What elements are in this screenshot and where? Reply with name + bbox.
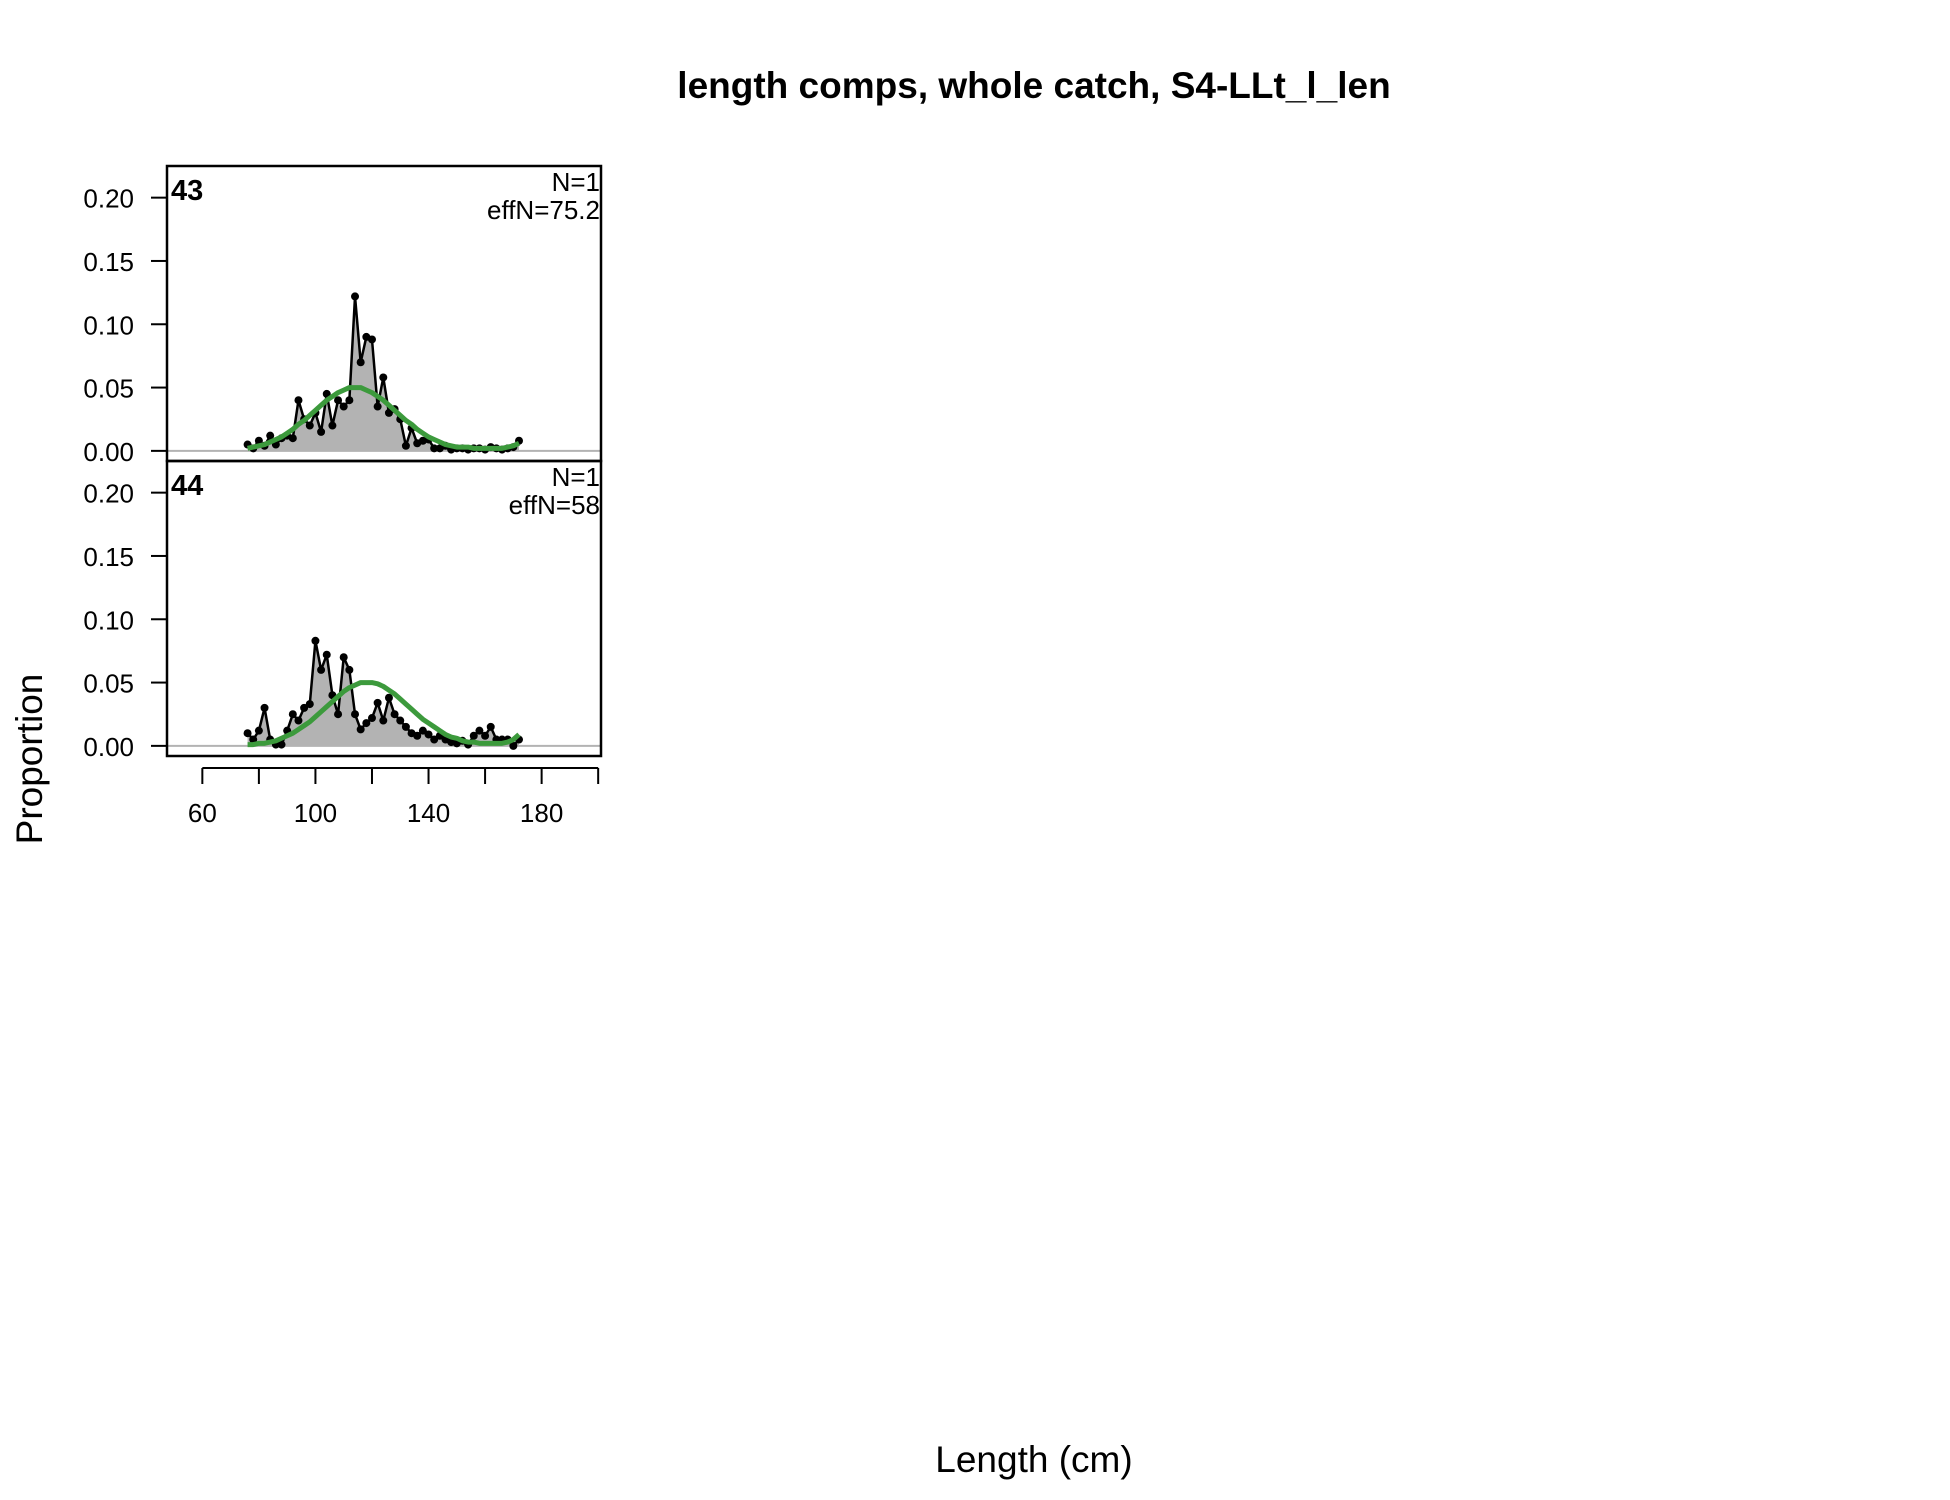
observed-point	[390, 710, 399, 719]
observed-point	[317, 665, 326, 674]
observed-point	[288, 434, 297, 443]
observed-point	[351, 292, 360, 301]
panel-label: 44	[171, 470, 203, 502]
observed-point	[317, 427, 326, 436]
observed-point	[469, 731, 478, 740]
y-tick-label: 0.10	[83, 310, 134, 340]
observed-point	[401, 722, 410, 731]
panel-frame	[165, 459, 603, 758]
annotation: N=1	[552, 167, 600, 197]
x-tick-label: 140	[407, 798, 450, 828]
observed-point	[288, 710, 297, 719]
y-tick-label: 0.20	[83, 479, 134, 509]
x-tick-label: 180	[520, 798, 563, 828]
annotation: N=1	[552, 462, 600, 492]
y-tick-label: 0.20	[83, 184, 134, 214]
observed-point	[424, 730, 433, 739]
observed-point	[396, 716, 405, 725]
observed-point	[384, 408, 393, 417]
observed-point	[379, 716, 388, 725]
annotation: effN=75.2	[487, 195, 600, 225]
observed-point	[356, 358, 365, 367]
observed-point	[254, 436, 263, 445]
observed-point	[339, 653, 348, 662]
observed-point	[362, 719, 371, 728]
observed-point	[305, 421, 314, 430]
observed-point	[294, 716, 303, 725]
expected-line	[247, 385, 521, 451]
observed-point	[334, 396, 343, 405]
observed-point	[373, 402, 382, 411]
panel-label: 43	[171, 175, 203, 207]
observed-point	[305, 700, 314, 709]
observed-point	[509, 741, 518, 750]
x-tick-label: 60	[188, 798, 217, 828]
observed-point	[356, 725, 365, 734]
x-tick-label: 100	[294, 798, 337, 828]
observed-point	[481, 731, 490, 740]
observed-point	[413, 731, 422, 740]
y-axis-label: Proportion	[9, 674, 50, 845]
y-tick-label: 0.15	[83, 542, 134, 572]
y-tick-label: 0.00	[83, 437, 134, 467]
observed-point	[260, 703, 269, 712]
observed-point	[294, 396, 303, 405]
observed-point	[373, 698, 382, 707]
observed-point	[418, 726, 427, 735]
observed-point	[254, 726, 263, 735]
observed-point	[243, 729, 252, 738]
annotation: effN=58	[509, 490, 600, 520]
observed-point	[367, 714, 376, 723]
y-tick-label: 0.00	[83, 732, 134, 762]
observed-point	[345, 665, 354, 674]
observed-point	[334, 710, 343, 719]
observed-point	[339, 402, 348, 411]
observed-point	[401, 441, 410, 450]
observed-point	[351, 710, 360, 719]
x-axis-label: Length (cm)	[935, 1439, 1132, 1480]
observed-point	[430, 735, 439, 744]
observed-point	[475, 726, 484, 735]
observed-point	[266, 431, 275, 440]
observed-area	[247, 296, 520, 451]
observed-point	[311, 636, 320, 645]
observed-point	[367, 335, 376, 344]
observed-point	[300, 703, 309, 712]
observed-point	[430, 444, 439, 453]
observed-point	[486, 722, 495, 731]
observed-point	[249, 735, 258, 744]
observed-point	[384, 693, 393, 702]
y-tick-label: 0.05	[83, 669, 134, 699]
chart-title: length comps, whole catch, S4-LLt_l_len	[677, 65, 1390, 106]
observed-point	[322, 650, 331, 659]
expected-line	[247, 680, 521, 748]
observed-point	[379, 373, 388, 382]
observed-point	[328, 421, 337, 430]
y-tick-label: 0.05	[83, 374, 134, 404]
observed-point	[345, 396, 354, 405]
y-tick-label: 0.15	[83, 247, 134, 277]
y-tick-label: 0.10	[83, 605, 134, 635]
observed-point	[277, 740, 286, 749]
